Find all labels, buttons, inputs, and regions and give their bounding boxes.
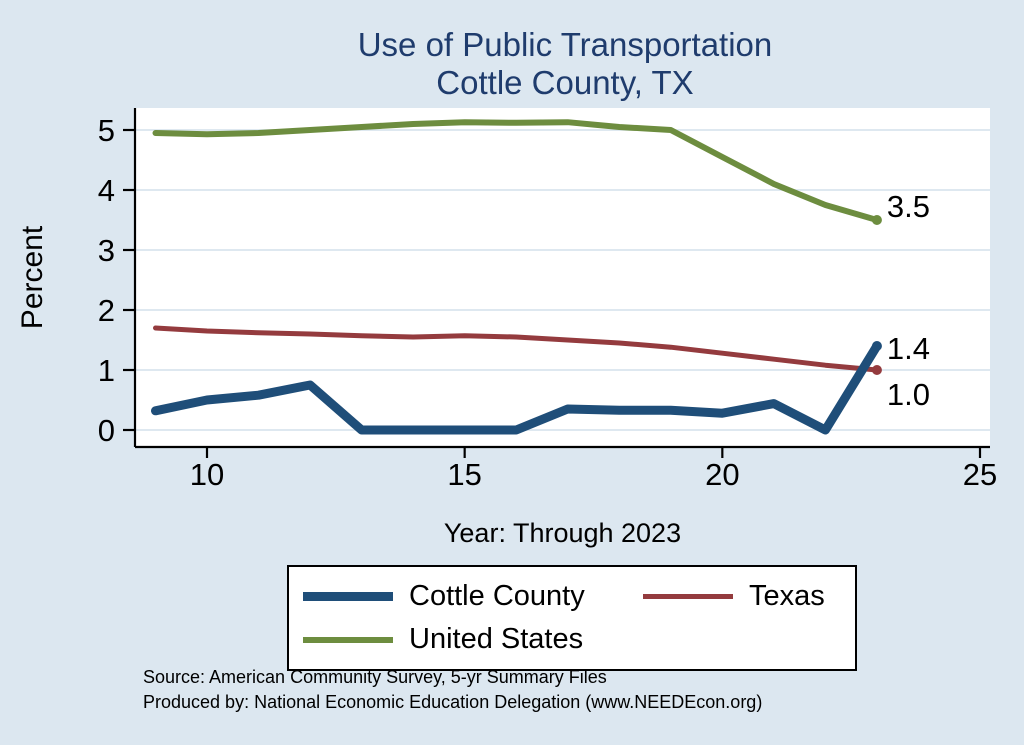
legend-item-texas: Texas <box>643 580 847 613</box>
series-line-texas <box>153 325 880 373</box>
series-end-label-cottle-county: 1.4 <box>887 331 930 366</box>
series-end-label-united-states: 3.5 <box>887 189 930 224</box>
x-tick-label: 10 <box>190 457 224 492</box>
y-tick-label: 1 <box>98 353 115 388</box>
series-end-marker-cottle-county <box>871 341 882 351</box>
x-axis-title: Year: Through 2023 <box>444 518 681 548</box>
legend-label-texas: Texas <box>749 580 825 612</box>
legend-swatch-cottle-county <box>303 592 393 601</box>
y-tick-label: 4 <box>98 173 115 208</box>
source-line1: Source: American Community Survey, 5-yr … <box>143 667 607 687</box>
y-axis-title: Percent <box>16 225 49 329</box>
x-tick-label: 15 <box>447 457 481 492</box>
y-tick-label: 5 <box>98 113 115 148</box>
legend-label-cottle-county: Cottle County <box>409 580 585 612</box>
series-line-cottle-county <box>151 341 882 435</box>
series-end-label-texas: 1.0 <box>887 377 930 412</box>
chart-title-line2: Cottle County, TX <box>436 64 694 101</box>
legend-swatch-united-states <box>303 636 393 643</box>
legend-swatch-texas <box>643 594 733 599</box>
legend-item-united-states: United States <box>303 623 643 656</box>
series-end-marker-texas <box>871 365 882 375</box>
chart-title-line1: Use of Public Transportation <box>357 26 773 63</box>
y-tick-label: 3 <box>98 233 115 268</box>
x-tick-label: 25 <box>963 457 997 492</box>
source-line2: Produced by: National Economic Education… <box>143 692 763 712</box>
x-tick-label: 20 <box>705 457 739 492</box>
legend: Cottle County Texas United States <box>287 565 857 671</box>
source-note: Source: American Community Survey, 5-yr … <box>143 665 762 715</box>
legend-item-cottle-county: Cottle County <box>303 580 643 613</box>
series-line-united-states <box>152 119 880 223</box>
legend-label-united-states: United States <box>409 623 584 655</box>
y-tick-label: 0 <box>98 413 115 448</box>
series-end-marker-united-states <box>871 215 882 225</box>
y-tick-label: 2 <box>98 293 115 328</box>
chart-title: Use of Public Transportation Cottle Coun… <box>106 26 1024 102</box>
